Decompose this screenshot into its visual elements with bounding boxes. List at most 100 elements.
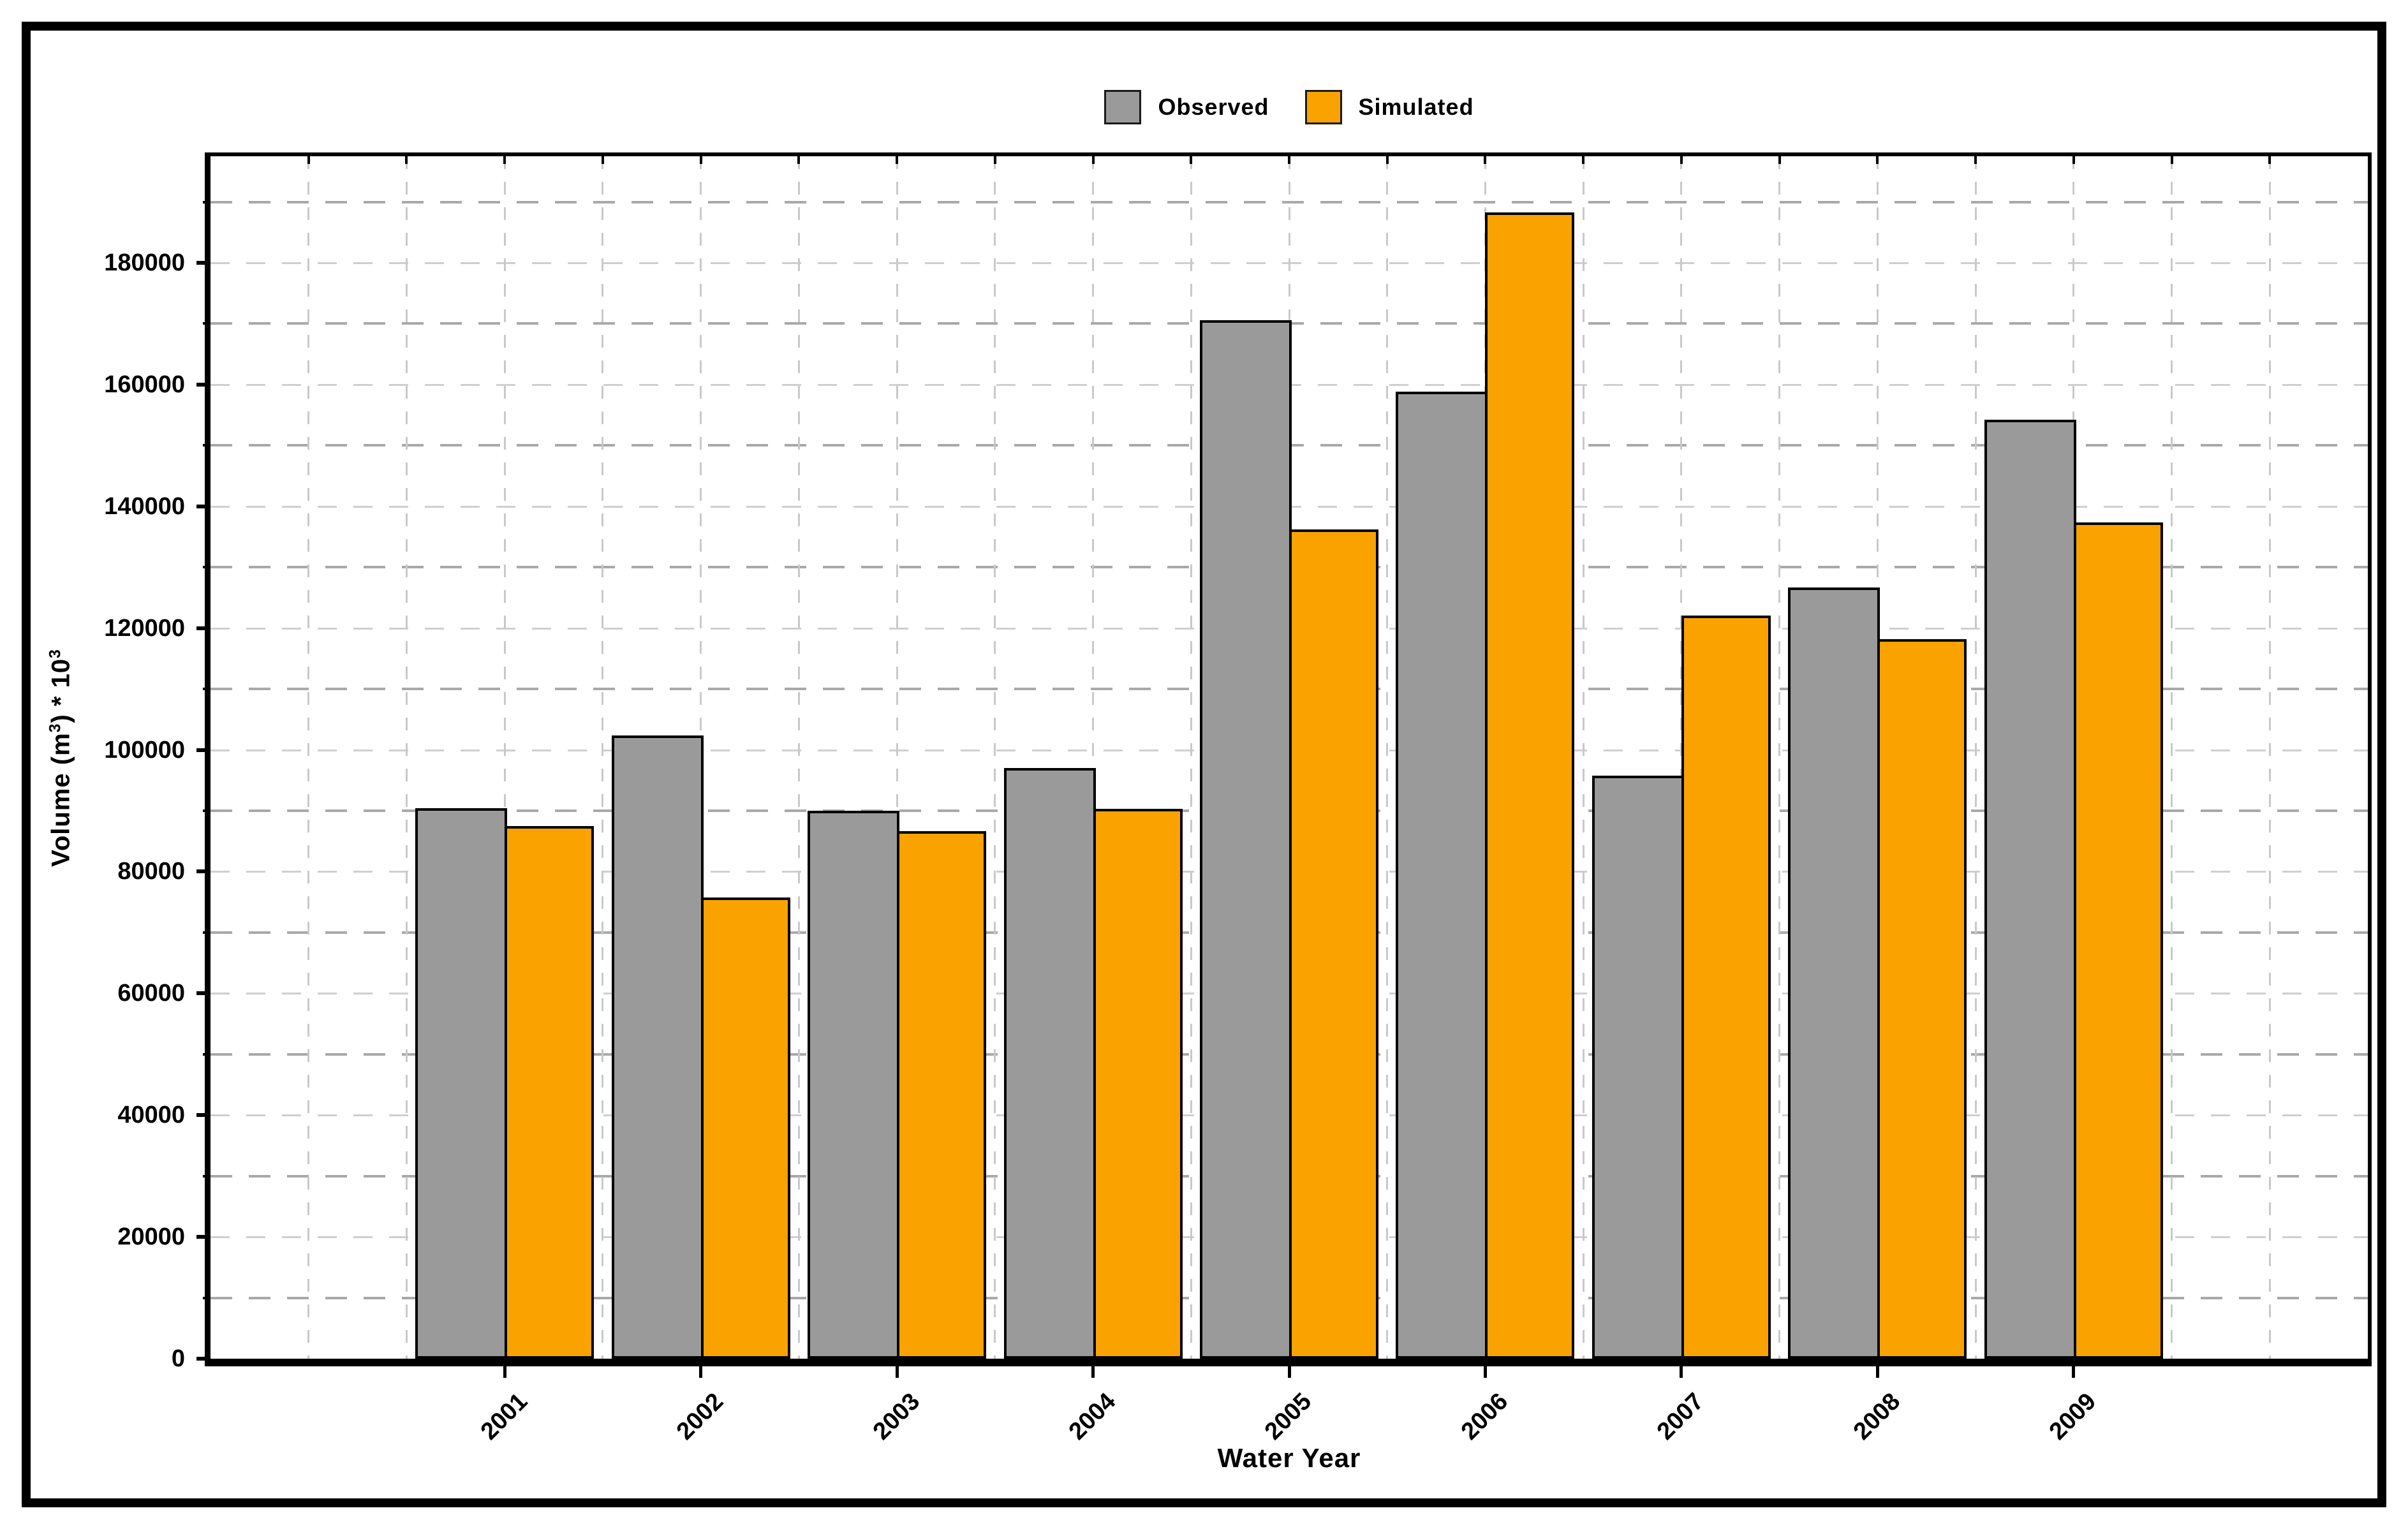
- top-tick: [601, 156, 604, 164]
- x-tick-2005: [1287, 1366, 1291, 1378]
- top-tick: [1484, 156, 1487, 164]
- x-tick-label-2005: 2005: [1260, 1388, 1317, 1445]
- y-tick-label-180000: 180000: [104, 249, 185, 277]
- top-tick: [1778, 156, 1781, 164]
- bar-simulated-2005: [1289, 529, 1378, 1359]
- v-gridline-12: [1386, 156, 1389, 1359]
- y-major-tick-140000: [196, 504, 211, 508]
- bar-simulated-2008: [1877, 639, 1967, 1359]
- v-gridline-21: [2268, 156, 2271, 1359]
- v-gridline-14: [1582, 156, 1584, 1359]
- v-gridline-6: [797, 156, 800, 1359]
- bar-simulated-2006: [1485, 212, 1575, 1359]
- x-tick-2006: [1483, 1366, 1487, 1378]
- x-tick-2002: [699, 1366, 703, 1378]
- top-tick: [503, 156, 506, 164]
- x-tick-label-2002: 2002: [671, 1388, 729, 1445]
- x-tick-2009: [2072, 1366, 2076, 1378]
- y-tick-label-80000: 80000: [117, 858, 185, 885]
- y-tick-label-20000: 20000: [117, 1223, 185, 1251]
- bar-simulated-2004: [1093, 809, 1183, 1359]
- y-tick-label-40000: 40000: [117, 1102, 185, 1129]
- legend-item-simulated: Simulated: [1304, 90, 1474, 124]
- bar-observed-2001: [415, 808, 508, 1359]
- top-tick: [307, 156, 310, 164]
- x-tick-label-2007: 2007: [1652, 1388, 1710, 1445]
- top-tick: [1876, 156, 1879, 164]
- v-gridline-20: [2171, 156, 2173, 1359]
- y-major-tick-40000: [196, 1113, 211, 1118]
- v-gridline-7: [896, 156, 898, 1359]
- x-tick-label-2008: 2008: [1848, 1388, 1906, 1445]
- bar-observed-2008: [1788, 587, 1880, 1359]
- v-gridline-16: [1778, 156, 1781, 1359]
- v-gridline-8: [994, 156, 996, 1359]
- plot-area: [211, 156, 2368, 1359]
- top-tick: [699, 156, 702, 164]
- bar-simulated-2007: [1681, 616, 1771, 1359]
- top-tick: [1091, 156, 1095, 164]
- top-tick: [1190, 156, 1193, 164]
- legend: Observed Simulated: [211, 82, 2368, 133]
- y-minor-tick-10000: [203, 1296, 211, 1299]
- y-major-tick-100000: [196, 748, 211, 752]
- top-tick: [2268, 156, 2271, 164]
- legend-label-observed: Observed: [1158, 94, 1269, 120]
- bar-observed-2006: [1396, 392, 1488, 1359]
- top-tick: [1385, 156, 1389, 164]
- bar-observed-2002: [611, 735, 704, 1359]
- top-tick: [1974, 156, 1977, 164]
- y-minor-tick-70000: [203, 931, 211, 934]
- y-minor-tick-130000: [203, 566, 211, 569]
- x-tick-2003: [895, 1366, 899, 1378]
- x-axis: 2001 2002 2003 2004 2005 2006 2007 2008 2009: [211, 1366, 2368, 1500]
- x-axis-title: Water Year: [1217, 1443, 1361, 1473]
- y-major-tick-180000: [196, 261, 211, 265]
- top-tick: [797, 156, 801, 164]
- v-gridline-9: [1092, 156, 1095, 1359]
- bar-simulated-2002: [700, 897, 790, 1359]
- v-gridline-18: [1974, 156, 1977, 1359]
- x-tick-2007: [1680, 1366, 1683, 1378]
- v-gridline-10: [1190, 156, 1192, 1359]
- y-axis-title: Volume (m3) * 103: [47, 649, 75, 867]
- y-tick-label-120000: 120000: [104, 614, 185, 642]
- bar-simulated-2001: [505, 826, 595, 1359]
- top-tick: [1680, 156, 1683, 164]
- y-major-tick-160000: [196, 382, 211, 387]
- top-tick: [1582, 156, 1585, 164]
- y-minor-tick-110000: [203, 688, 211, 691]
- y-axis: 0 20000 40000 60000 80000 100000 120000 140000 1…: [0, 156, 211, 1371]
- v-gridline-1: [307, 156, 310, 1359]
- legend-label-simulated: Simulated: [1358, 94, 1474, 120]
- x-tick-2008: [1875, 1366, 1879, 1378]
- y-minor-tick-150000: [203, 444, 211, 447]
- y-major-tick-20000: [196, 1235, 211, 1239]
- top-tick: [405, 156, 408, 164]
- x-tick-label-2001: 2001: [475, 1388, 533, 1445]
- y-minor-tick-50000: [203, 1053, 211, 1056]
- y-major-tick-80000: [196, 869, 211, 874]
- x-tick-label-2006: 2006: [1456, 1388, 1514, 1445]
- bar-observed-2009: [1984, 420, 2076, 1359]
- y-major-tick-60000: [196, 991, 211, 996]
- top-tick: [993, 156, 996, 164]
- x-tick-2004: [1091, 1366, 1095, 1378]
- observed-swatch-icon: [1104, 90, 1142, 124]
- top-tick: [2170, 156, 2173, 164]
- top-tick: [2072, 156, 2075, 164]
- simulated-swatch-icon: [1304, 90, 1342, 124]
- y-minor-tick-190000: [203, 200, 211, 203]
- y-major-tick-0: [196, 1357, 211, 1361]
- y-minor-tick-90000: [203, 809, 211, 812]
- bar-simulated-2003: [897, 831, 987, 1359]
- y-major-tick-120000: [196, 626, 211, 630]
- y-minor-tick-170000: [203, 322, 211, 325]
- bar-observed-2007: [1592, 776, 1684, 1359]
- y-minor-tick-30000: [203, 1174, 211, 1178]
- y-tick-label-60000: 60000: [117, 980, 185, 1007]
- v-gridline-2: [405, 156, 408, 1359]
- x-tick-label-2009: 2009: [2044, 1388, 2102, 1445]
- top-tick: [896, 156, 899, 164]
- y-tick-label-140000: 140000: [104, 492, 185, 520]
